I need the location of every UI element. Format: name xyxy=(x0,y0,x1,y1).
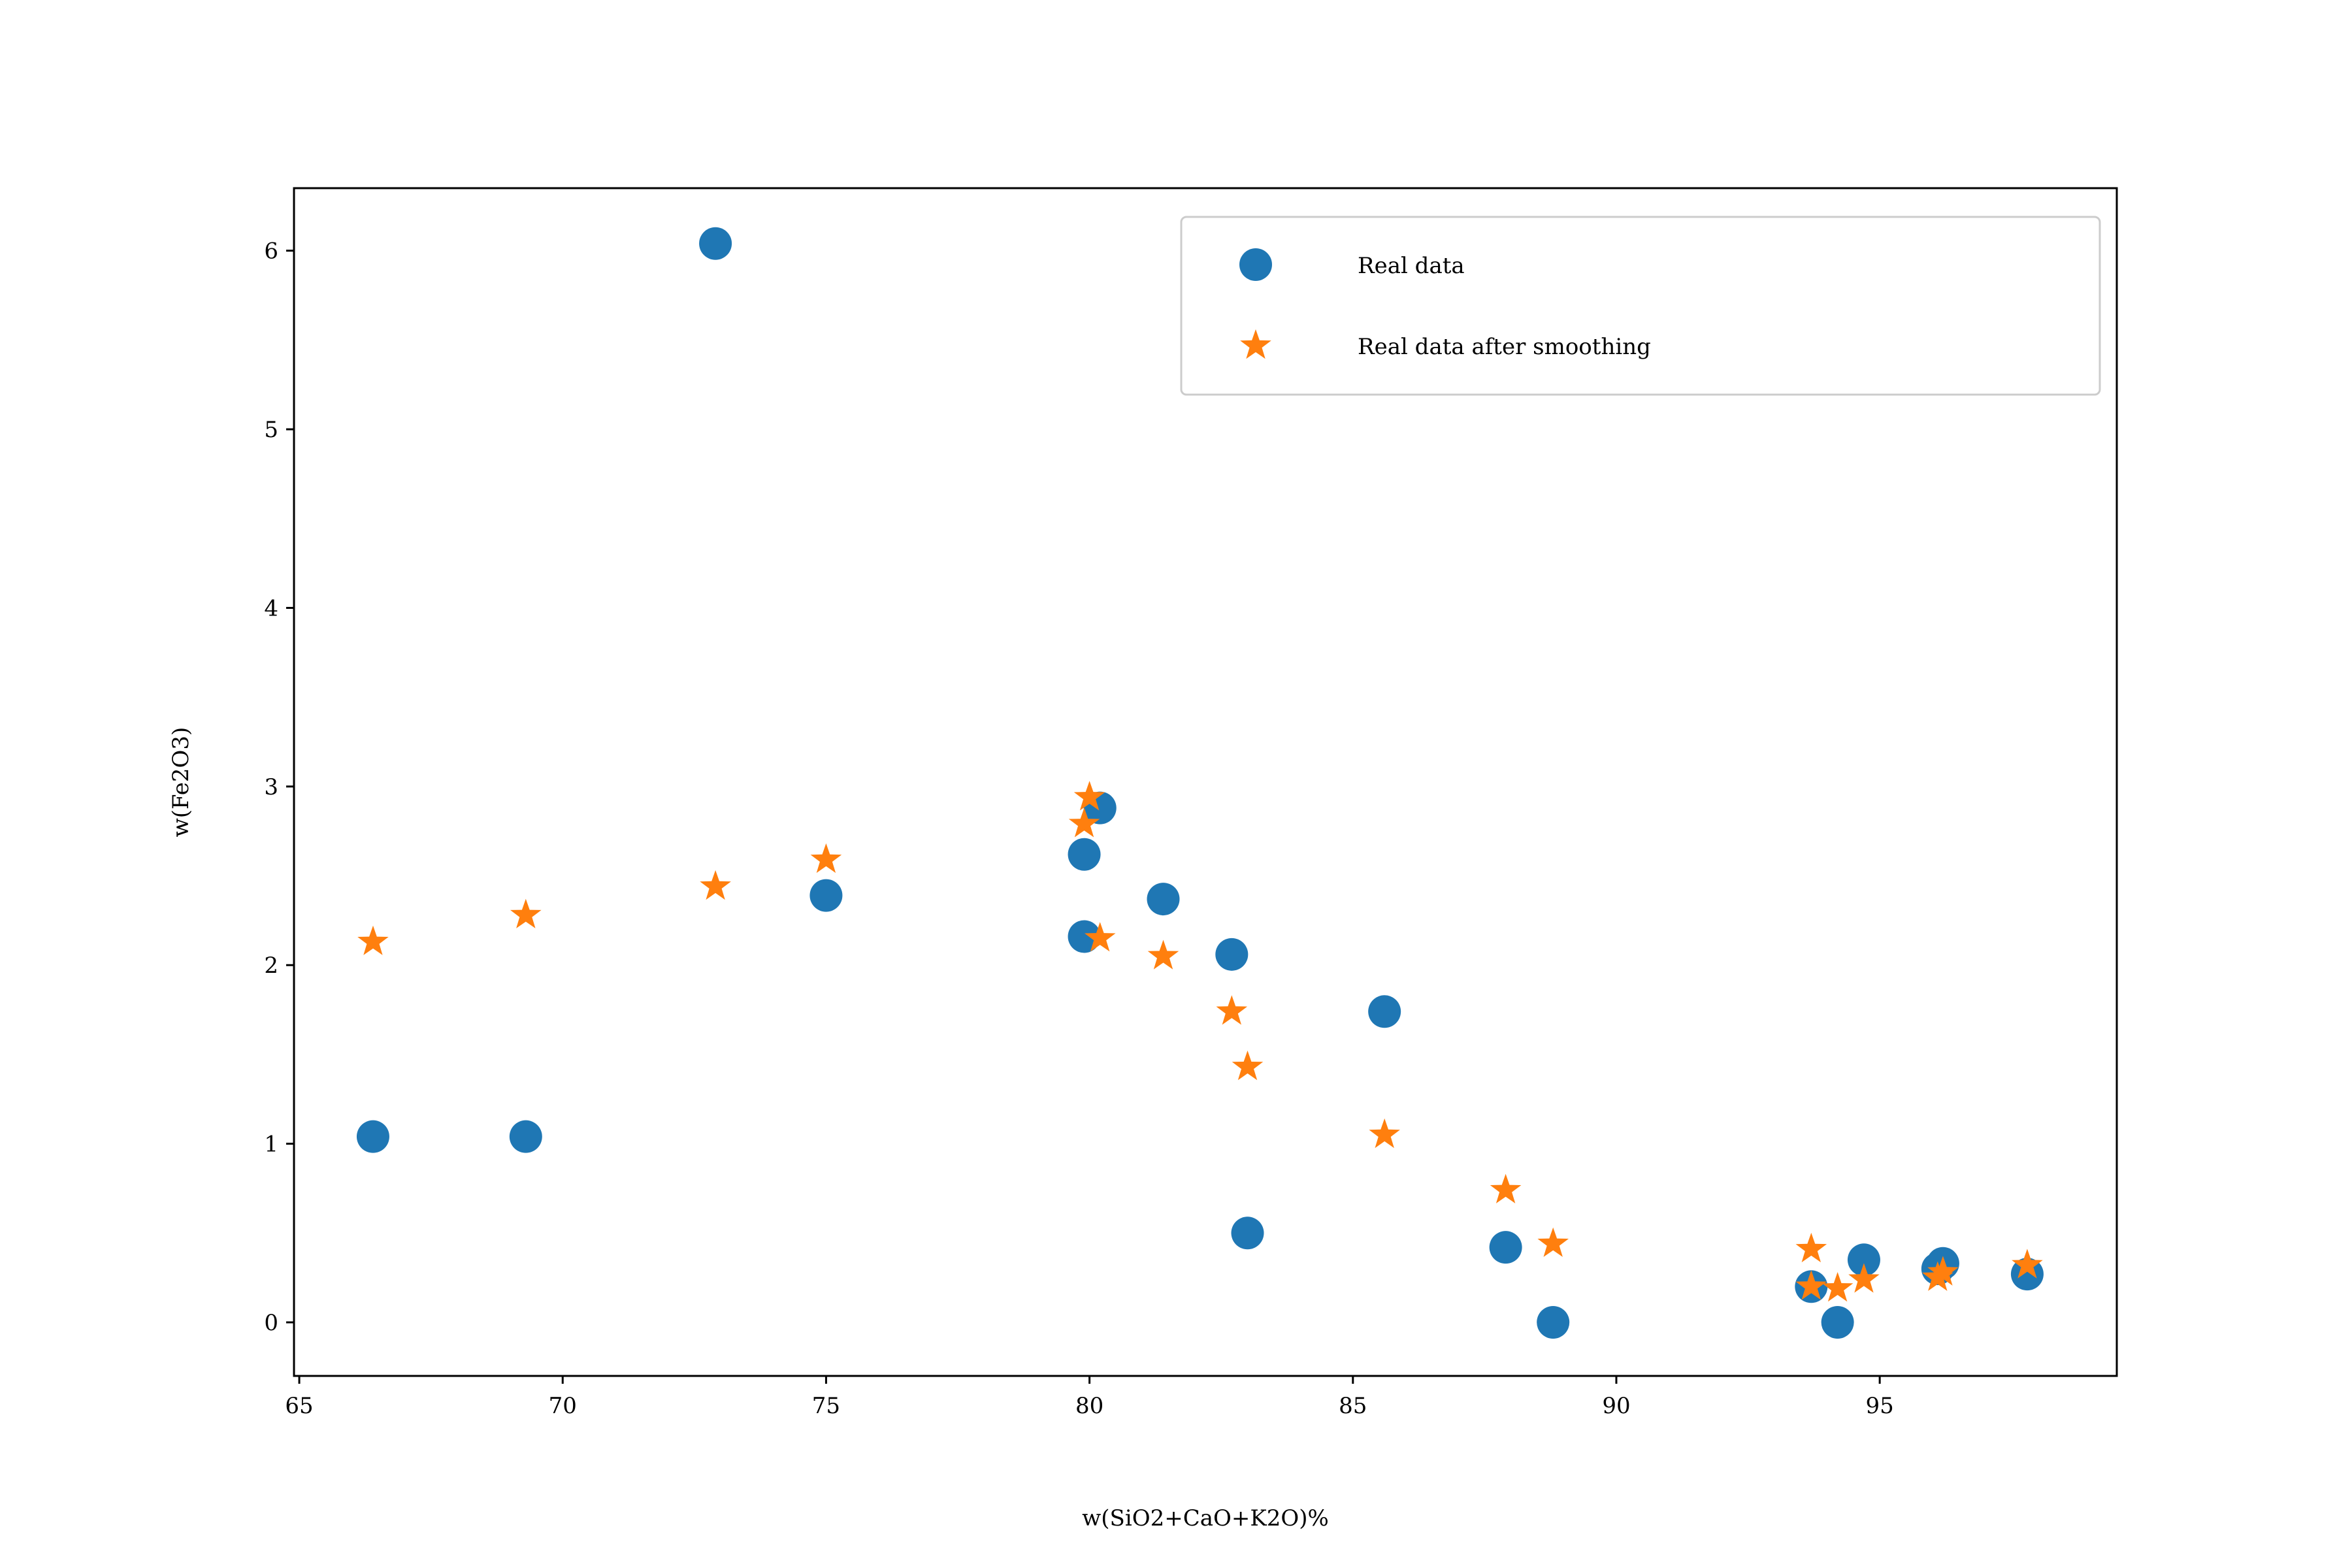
y-tick-label: 1 xyxy=(264,1132,278,1158)
x-tick-label: 80 xyxy=(1075,1393,1103,1419)
legend-label-real-data: Real data xyxy=(1358,253,1465,279)
smoothed-data-point xyxy=(1232,1051,1264,1081)
real-data-point xyxy=(509,1120,542,1153)
smoothed-data-point xyxy=(1795,1270,1827,1300)
y-axis-label: w(Fe2O3) xyxy=(168,727,194,838)
y-tick-label: 4 xyxy=(264,595,278,621)
legend: Real data Real data after smoothing xyxy=(1180,216,2101,396)
smoothed-data-point xyxy=(1068,808,1100,838)
x-axis-label: w(SiO2+CaO+K2O)% xyxy=(1082,1505,1329,1531)
real-data-point xyxy=(1147,883,1180,916)
smoothed-data-point xyxy=(1537,1227,1569,1257)
real-data-point xyxy=(1821,1305,1854,1339)
smoothed-data-point xyxy=(1073,781,1105,811)
real-data-point xyxy=(1231,1217,1264,1250)
smoothed-data-point xyxy=(1147,939,1179,970)
x-tick-label: 95 xyxy=(1866,1393,1894,1419)
smoothed-data-point xyxy=(1821,1272,1854,1302)
real-data-point xyxy=(2010,1258,2044,1291)
real-data-point xyxy=(1537,1305,1570,1339)
smoothed-data-point xyxy=(510,898,542,928)
smoothed-data-point xyxy=(357,925,389,955)
plot-marks xyxy=(356,227,2044,1339)
x-tick-label: 70 xyxy=(549,1393,577,1419)
real-data-point xyxy=(1068,920,1101,953)
real-data-point xyxy=(809,879,843,912)
real-data-point xyxy=(356,1120,389,1153)
real-data-point xyxy=(699,227,732,260)
y-tick-label: 2 xyxy=(264,953,278,979)
x-tick-label: 65 xyxy=(285,1393,313,1419)
legend-label-smoothed: Real data after smoothing xyxy=(1358,334,1651,360)
real-data-point xyxy=(1368,995,1401,1028)
real-data-point xyxy=(1489,1231,1522,1264)
legend-box xyxy=(1180,216,2101,396)
real-data-point xyxy=(1068,838,1101,871)
plot-frame xyxy=(293,187,2118,1377)
y-tick-label: 6 xyxy=(264,238,278,265)
y-tick-label: 5 xyxy=(264,417,278,443)
smoothed-data-point xyxy=(2012,1249,2043,1279)
smoothed-data-point xyxy=(700,870,731,900)
smoothed-data-point xyxy=(1848,1263,1880,1293)
x-tick-label: 85 xyxy=(1339,1393,1367,1419)
smoothed-data-point xyxy=(1490,1173,1522,1203)
x-tick-label: 75 xyxy=(812,1393,840,1419)
smoothed-data-point xyxy=(1369,1118,1400,1149)
real-data-point xyxy=(1847,1243,1880,1277)
y-tick-label: 0 xyxy=(264,1310,278,1336)
x-tick-label: 90 xyxy=(1602,1393,1630,1419)
legend-marker-smoothed xyxy=(1240,329,1271,359)
legend-marker-real-data xyxy=(1239,248,1272,281)
axes-ticks: 65 70 75 80 85 90 95 0 1 2 3 4 5 6 xyxy=(264,238,1893,1419)
smoothed-data-point xyxy=(1795,1232,1827,1263)
smoothed-data-point xyxy=(1216,995,1248,1025)
y-tick-label: 3 xyxy=(264,774,278,800)
smoothed-data-point xyxy=(1085,922,1116,952)
real-data-point xyxy=(1215,938,1249,971)
smoothed-data-point xyxy=(810,843,842,874)
smoothed-data-point xyxy=(1927,1256,1959,1286)
